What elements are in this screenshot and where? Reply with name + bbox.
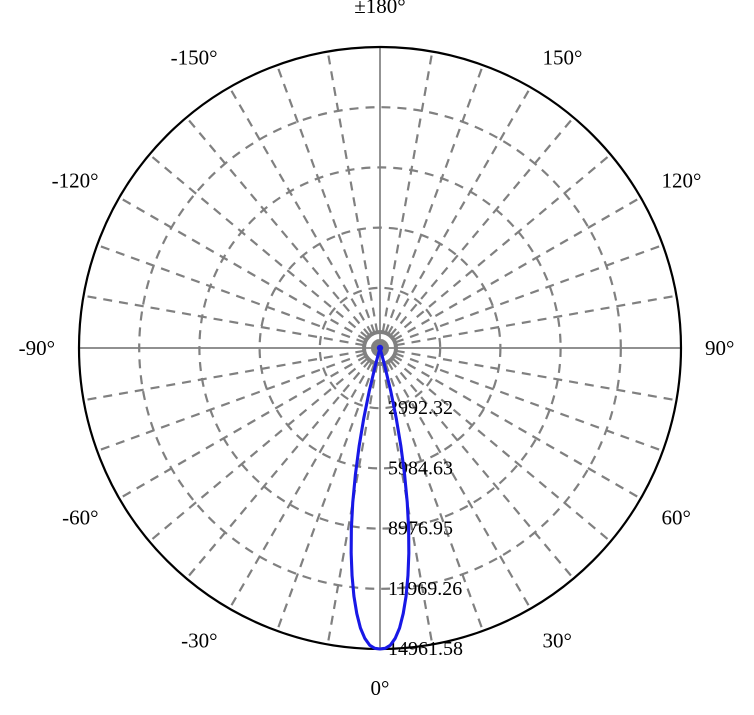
series-origin-marker [377, 345, 383, 351]
angle-tick-label: 150° [543, 46, 583, 70]
angle-tick-label: 90° [705, 336, 734, 360]
angle-tick-label: -150° [171, 46, 218, 70]
angle-tick-label: 120° [661, 169, 701, 193]
radial-tick-label: 2992.32 [388, 397, 453, 419]
angle-tick-label: -120° [52, 169, 99, 193]
radial-tick-label: 11969.26 [388, 578, 462, 600]
angle-tick-label: 30° [543, 628, 572, 652]
polar-chart: 2992.32 5984.63 8976.95 11969.26 14961.58 0° 3… [0, 0, 754, 715]
angle-tick-label: -60° [62, 506, 98, 530]
angle-tick-label: 60° [661, 506, 690, 530]
radial-tick-label: 8976.95 [388, 518, 453, 540]
radial-tick-label: 14961.58 [388, 638, 463, 660]
radial-tick-label: 5984.63 [388, 457, 453, 479]
angle-tick-label: -90° [19, 336, 55, 360]
angle-tick-label: ±180° [354, 0, 405, 18]
angle-tick-label: -30° [181, 628, 217, 652]
angle-tick-label: 0° [371, 676, 390, 700]
